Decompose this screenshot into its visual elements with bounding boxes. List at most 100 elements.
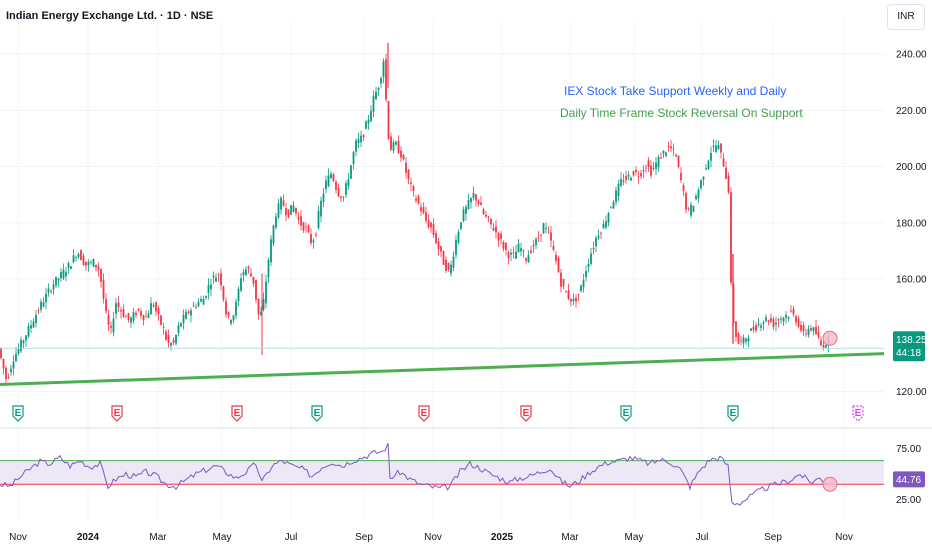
candle-body <box>502 241 505 249</box>
candle-body <box>552 245 555 250</box>
candle-body <box>685 192 687 210</box>
candle-body <box>757 323 760 326</box>
price-tick: 120.00 <box>896 387 927 398</box>
time-tick: 2024 <box>77 532 100 543</box>
currency-button[interactable]: INR <box>887 4 925 30</box>
candle-body <box>230 320 232 324</box>
candle-body <box>102 279 105 299</box>
earnings-marker <box>852 405 864 422</box>
candle-body <box>762 322 765 324</box>
candle-body <box>657 156 660 168</box>
candle-body <box>165 331 167 340</box>
earnings-marker <box>520 405 532 422</box>
candle-body <box>747 337 750 342</box>
earnings-marker <box>311 405 323 422</box>
candle-body <box>157 308 160 315</box>
candle-body <box>687 208 690 209</box>
candle-body <box>145 316 147 318</box>
candle-body <box>22 340 25 344</box>
candle-body <box>475 194 477 201</box>
candle-body <box>410 182 412 185</box>
candle-body <box>105 299 107 312</box>
candle-body <box>760 325 762 328</box>
candle-body <box>152 304 155 307</box>
candle-body <box>100 268 102 282</box>
candle-body <box>280 197 282 210</box>
candle-body <box>60 271 62 279</box>
candle-body <box>615 190 617 203</box>
candle-body <box>312 240 315 243</box>
time-tick: Nov <box>835 532 853 543</box>
candle-body <box>592 247 595 250</box>
candle-body <box>425 212 427 221</box>
candle-body <box>90 261 92 263</box>
candle-body <box>417 196 420 204</box>
candle-body <box>167 334 170 343</box>
candle-body <box>682 185 685 191</box>
candle-body <box>600 232 602 234</box>
earnings-event-icon: E <box>311 405 323 422</box>
candle-body <box>307 225 310 233</box>
candle-body <box>805 333 807 334</box>
candle-body <box>137 308 140 311</box>
earnings-marker-label: E <box>523 408 530 419</box>
candle-body <box>245 269 247 275</box>
candle-body <box>360 135 362 143</box>
candle-body <box>792 309 795 315</box>
candle-body <box>32 321 35 328</box>
candle-body <box>65 272 67 277</box>
candle-body <box>412 186 415 192</box>
candle-body <box>390 136 392 151</box>
candle-body <box>820 340 822 346</box>
candle-body <box>470 197 472 203</box>
candle-body <box>790 310 792 312</box>
candle-body <box>330 173 332 179</box>
candle-body <box>375 91 377 100</box>
candle-body <box>82 256 85 265</box>
candle-body <box>667 146 670 147</box>
candle-body <box>210 284 212 290</box>
earnings-marker <box>12 405 24 422</box>
candle-body <box>665 152 667 156</box>
time-tick: May <box>213 532 232 543</box>
price-axis[interactable]: 240.00 220.00 200.00 180.00 160.00 120.00 <box>896 50 927 399</box>
candle-body <box>217 274 220 276</box>
candle-body <box>517 243 520 253</box>
candle-body <box>567 290 570 300</box>
time-axis[interactable]: Nov 2024 Mar May Jul Sep Nov 2025 Mar May Jul Sep No… <box>9 532 853 543</box>
candle-body <box>132 312 135 321</box>
candle-body <box>662 150 665 154</box>
rsi-tick: 25.00 <box>896 495 921 506</box>
candle-body <box>365 121 367 129</box>
candle-body <box>192 305 195 307</box>
candle-body <box>40 301 42 310</box>
candle-body <box>647 160 650 167</box>
candle-body <box>697 189 700 199</box>
candle-body <box>680 173 682 181</box>
candle-body <box>742 337 745 344</box>
candle-body <box>97 266 100 271</box>
candle-body <box>250 273 252 277</box>
candle-body <box>520 248 522 252</box>
candle-body <box>602 223 605 229</box>
candle-body <box>442 251 445 265</box>
candle-body <box>27 326 30 337</box>
support-trendline[interactable] <box>0 352 885 387</box>
candle-body <box>342 196 345 198</box>
candle-body <box>590 253 592 264</box>
candle-body <box>182 314 185 323</box>
candle-body <box>797 318 800 327</box>
earnings-marker <box>620 405 632 422</box>
rsi-tick: 75.00 <box>896 444 921 455</box>
earnings-event-icon: E <box>12 405 24 422</box>
candle-body <box>282 200 285 206</box>
candle-body <box>345 183 347 195</box>
candle-body <box>37 310 40 312</box>
candle-body <box>402 154 405 160</box>
rsi-axis[interactable]: 75.00 25.00 <box>896 444 921 506</box>
candle-body <box>632 171 635 176</box>
candle-body <box>175 334 177 344</box>
earnings-event-icon: E <box>620 405 632 422</box>
